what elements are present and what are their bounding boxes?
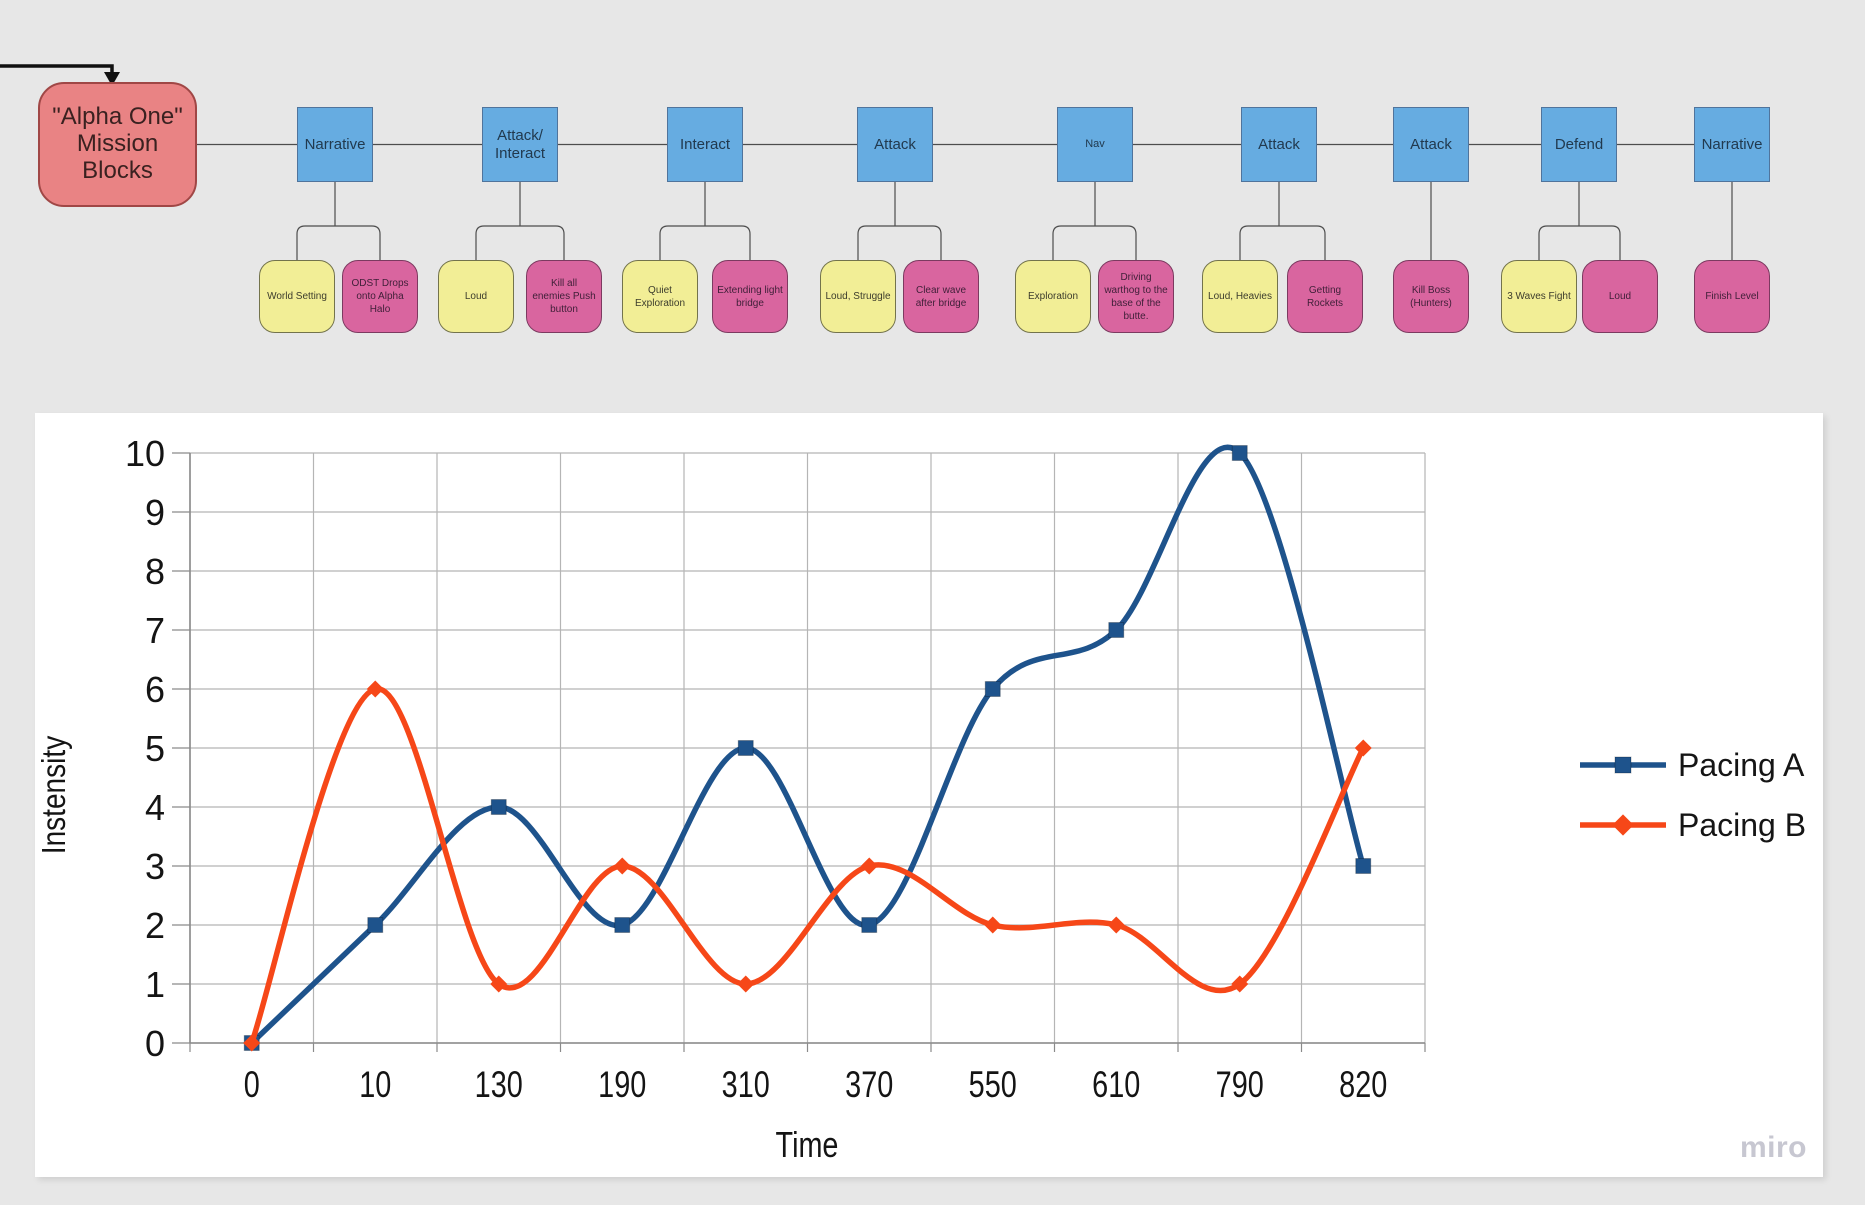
mission-root-shape[interactable]: "Alpha One" Mission Blocks [38,82,197,207]
mission-node-narrative[interactable]: Narrative [297,107,373,182]
mission-child-3-waves-fight[interactable]: 3 Waves Fight [1501,260,1577,333]
x-tick-label: 790 [1216,1065,1264,1106]
pacing-a-marker [861,917,878,933]
group-branch-line [475,225,565,260]
mission-child-loud-struggle[interactable]: Loud, Struggle [820,260,896,333]
mission-child-driving-warthog-to-the-base-of-the-butte[interactable]: Driving warthog to the base of the butte… [1098,260,1174,333]
group-branch-line [1538,225,1621,260]
pacing-a-marker [1355,858,1372,874]
y-tick-label: 3 [145,846,165,887]
y-tick-label: 4 [145,787,165,828]
group-branch-line [1239,225,1326,260]
x-tick-label: 820 [1339,1065,1387,1106]
legend-label: Pacing A [1678,746,1805,783]
pacing-chart: 0 1 2 3 4 5 6 7 8 9 10 0 10 130 190 310 370 550 610 790 820 T… [36,433,1426,1165]
incoming-arrow-line [0,64,114,74]
group-branch-line [857,225,942,260]
mission-connectors [0,64,1733,260]
pacing-a-marker [984,681,1001,697]
y-tick-label: 7 [145,610,165,651]
x-axis-title: Time [776,1124,839,1165]
pacing-b-marker [737,975,755,993]
group-branch-line [296,225,381,260]
pacing-a-marker [737,740,754,756]
mission-node-narrative[interactable]: Narrative [1694,107,1770,182]
y-tick-label: 8 [145,551,165,592]
x-tick-label: 610 [1092,1065,1140,1106]
y-tick-label: 10 [125,433,165,474]
y-tick-label: 2 [145,905,165,946]
mission-node-attack[interactable]: Attack [1241,107,1317,182]
legend-item-pacing-a: Pacing A [1580,735,1806,795]
pacing-a-marker [1108,622,1125,638]
mission-child-finish-level[interactable]: Finish Level [1694,260,1770,333]
x-tick-label: 370 [845,1065,893,1106]
pacing-a-marker [1231,445,1248,461]
group-branch-line [1052,225,1137,260]
pacing-a-marker [614,917,631,933]
mission-child-quiet-exploration[interactable]: Quiet Exploration [622,260,698,333]
x-tick-label: 190 [598,1065,646,1106]
y-tick-label: 1 [145,964,165,1005]
mission-child-loud[interactable]: Loud [1582,260,1658,333]
mission-node-interact[interactable]: Interact [667,107,743,182]
pacing-b-legend-swatch [1580,814,1666,836]
pacing-a-marker [490,799,507,815]
x-tick-label: 310 [722,1065,770,1106]
incoming-arrow-head [104,72,120,86]
y-tick-label: 6 [145,669,165,710]
mission-child-kill-boss-hunters[interactable]: Kill Boss (Hunters) [1393,260,1469,333]
group-branch-line [659,225,751,260]
pacing-b-marker [1107,916,1125,934]
y-tick-label: 9 [145,492,165,533]
y-tick-label: 0 [145,1023,165,1064]
y-tick-label: 5 [145,728,165,769]
mission-child-exploration[interactable]: Exploration [1015,260,1091,333]
legend-label: Pacing B [1678,806,1807,843]
pacing-a-line [249,444,1366,1046]
mission-child-kill-all-enemies-push-button[interactable]: Kill all enemies Push button [526,260,602,333]
mission-node-attack[interactable]: Attack [857,107,933,182]
x-tick-label: 130 [475,1065,523,1106]
pacing-b-marker [984,916,1002,934]
miro-watermark: miro [1739,1131,1807,1164]
mission-node-nav[interactable]: Nav [1057,107,1133,182]
x-tick-label: 0 [244,1065,260,1106]
chart-legend: Pacing A Pacing B [1580,735,1806,855]
pacing-a-marker [367,917,384,933]
x-tick-label: 550 [969,1065,1017,1106]
mission-node-attack[interactable]: Attack [1393,107,1469,182]
legend-item-pacing-b: Pacing B [1580,795,1806,855]
pacing-a-legend-swatch [1580,756,1666,774]
y-axis-title: Instensity [36,735,73,854]
mission-child-extending-light-bridge[interactable]: Extending light bridge [712,260,788,333]
mission-node-attack-interact[interactable]: Attack/ Interact [482,107,558,182]
mission-node-defend[interactable]: Defend [1541,107,1617,182]
mission-child-loud[interactable]: Loud [438,260,514,333]
pacing-b-marker [490,975,508,993]
mission-child-world-setting[interactable]: World Setting [259,260,335,333]
pacing-b-marker [366,680,384,698]
pacing-chart-panel[interactable]: 0 1 2 3 4 5 6 7 8 9 10 0 10 130 190 310 370 550 610 790 820 T… [35,413,1823,1177]
pacing-b-marker [613,857,631,875]
mission-child-loud-heavies[interactable]: Loud, Heavies [1202,260,1278,333]
x-tick-label: 10 [359,1065,391,1106]
mission-child-odst-drops-onto-alpha-halo[interactable]: ODST Drops onto Alpha Halo [342,260,418,333]
mission-child-getting-rockets[interactable]: Getting Rockets [1287,260,1363,333]
mission-child-clear-wave-after-bridge[interactable]: Clear wave after bridge [903,260,979,333]
pacing-b-marker [860,857,878,875]
